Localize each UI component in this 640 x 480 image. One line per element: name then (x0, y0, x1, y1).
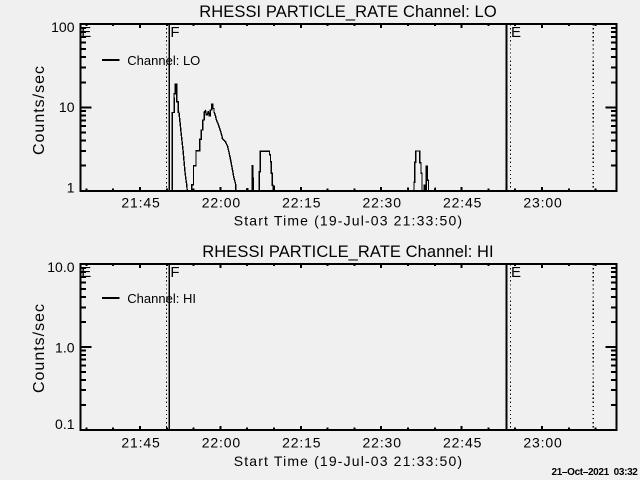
svg-text:21:45: 21:45 (121, 195, 160, 211)
svg-text:21:45: 21:45 (121, 435, 160, 451)
svg-text:F: F (170, 24, 179, 41)
svg-text:1: 1 (67, 179, 75, 195)
svg-text:22:45: 22:45 (443, 435, 482, 451)
svg-text:F: F (170, 264, 179, 281)
svg-text:21–Oct–2021 03:32: 21–Oct–2021 03:32 (552, 467, 639, 478)
svg-text:22:30: 22:30 (363, 435, 402, 451)
svg-text:100: 100 (51, 19, 75, 35)
svg-text:22:15: 22:15 (282, 435, 321, 451)
svg-text:23:00: 23:00 (523, 195, 562, 211)
svg-text:0.1: 0.1 (55, 416, 75, 432)
svg-text:RHESSI PARTICLE_RATE Channel:: RHESSI PARTICLE_RATE Channel: LO (199, 3, 497, 21)
svg-text:22:00: 22:00 (202, 435, 241, 451)
svg-text:22:30: 22:30 (363, 195, 402, 211)
svg-text:22:45: 22:45 (443, 195, 482, 211)
svg-text:23:00: 23:00 (523, 435, 562, 451)
svg-text:Channel: HI: Channel: HI (127, 291, 196, 306)
svg-text:1.0: 1.0 (55, 340, 75, 356)
svg-text:22:15: 22:15 (282, 195, 321, 211)
svg-text:E: E (81, 264, 91, 281)
svg-text:Channel: LO: Channel: LO (127, 53, 200, 68)
svg-text:RHESSI PARTICLE_RATE Channel:: RHESSI PARTICLE_RATE Channel: HI (202, 243, 493, 261)
svg-text:E: E (511, 24, 521, 41)
svg-text:Counts/sec: Counts/sec (31, 303, 48, 393)
svg-text:E: E (81, 24, 91, 41)
svg-text:Start Time (19-Jul-03 21:33:50: Start Time (19-Jul-03 21:33:50) (234, 213, 463, 229)
svg-text:22:00: 22:00 (202, 195, 241, 211)
svg-text:E: E (511, 264, 521, 281)
svg-text:10.0: 10.0 (47, 259, 74, 275)
svg-text:Counts/sec: Counts/sec (31, 65, 48, 155)
svg-text:Start Time (19-Jul-03 21:33:50: Start Time (19-Jul-03 21:33:50) (234, 453, 463, 469)
svg-text:10: 10 (59, 99, 75, 115)
